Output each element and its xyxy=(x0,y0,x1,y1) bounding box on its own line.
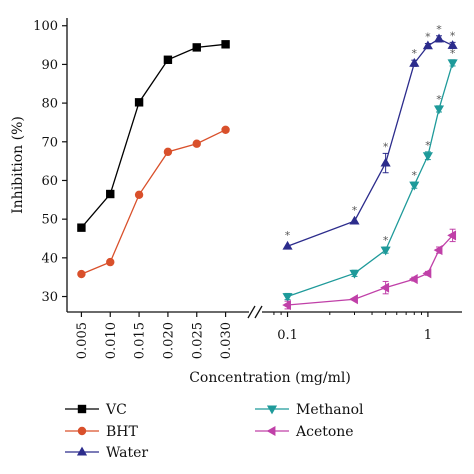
data-point-acetone xyxy=(282,299,291,311)
legend-label: Water xyxy=(106,445,148,461)
legend-label: BHT xyxy=(106,424,138,440)
data-point-bht xyxy=(77,269,86,279)
y-tick-label: 80 xyxy=(41,97,58,112)
x-tick-label: 0.1 xyxy=(277,328,298,343)
legend-label: Acetone xyxy=(295,424,354,440)
legend-marker xyxy=(266,425,276,437)
x-tick-label: 0.030 xyxy=(219,322,234,359)
data-point-vc xyxy=(106,189,115,199)
series-bht xyxy=(77,125,230,279)
significance-marker: * xyxy=(352,204,358,217)
x-tick-label: 0.010 xyxy=(104,322,119,359)
y-tick-label: 90 xyxy=(41,58,58,73)
legend-item-methanol: Methanol xyxy=(255,402,364,418)
legend-item-water: Water xyxy=(65,445,148,461)
legend-label: Methanol xyxy=(296,402,364,418)
series-water: * * * * * * * xyxy=(282,23,458,250)
y-tick-label: 40 xyxy=(41,251,58,266)
data-point-acetone xyxy=(380,282,390,293)
significance-marker: * xyxy=(450,29,456,42)
data-point-methanol xyxy=(422,152,433,162)
legend-item-vc: VC xyxy=(65,402,127,418)
axis-break-mark xyxy=(254,305,263,319)
legend: VC BHT Water Methanol Acetone xyxy=(65,402,364,461)
significance-marker: * xyxy=(425,31,431,44)
significance-marker: * xyxy=(436,23,442,36)
data-point-methanol xyxy=(282,293,293,302)
data-point-vc xyxy=(77,223,86,232)
data-point-water xyxy=(349,215,360,225)
legend-marker xyxy=(76,446,88,456)
legend-item-acetone: Acetone xyxy=(255,424,354,440)
data-point-methanol xyxy=(447,59,458,69)
series-line-acetone xyxy=(287,234,454,306)
y-tick-label: 50 xyxy=(41,213,58,228)
significance-marker: * xyxy=(383,234,389,247)
y-tick-label: 30 xyxy=(41,290,58,305)
axis-break-mark xyxy=(247,305,256,319)
x-tick-label: 0.025 xyxy=(190,322,205,359)
data-point-acetone xyxy=(422,268,432,279)
x-tick-label: 0.015 xyxy=(133,322,148,359)
data-point-acetone xyxy=(408,274,418,285)
data-point-bht xyxy=(134,190,144,199)
significance-marker: * xyxy=(450,47,456,60)
data-point-bht xyxy=(221,125,230,134)
series-line-bht xyxy=(81,129,226,275)
legend-marker xyxy=(266,405,278,415)
legend-marker xyxy=(77,426,87,436)
legend-marker xyxy=(77,404,87,414)
data-point-water xyxy=(447,40,458,49)
data-point-water xyxy=(282,240,293,250)
data-point-vc xyxy=(134,98,144,107)
data-point-acetone xyxy=(433,245,443,256)
y-tick-label: 70 xyxy=(41,135,58,150)
significance-marker: * xyxy=(412,47,418,60)
series-vc xyxy=(77,40,230,232)
data-point-water xyxy=(433,33,445,43)
data-point-bht xyxy=(163,147,173,157)
y-axis-title: Inhibition (%) xyxy=(10,116,26,214)
data-point-bht xyxy=(106,257,115,267)
data-point-acetone xyxy=(349,294,358,305)
series-acetone xyxy=(282,228,457,311)
data-point-water xyxy=(409,57,420,67)
y-tick-label: 60 xyxy=(41,174,58,189)
series-line-vc xyxy=(80,43,226,229)
x-tick-label: 0.020 xyxy=(161,322,176,359)
significance-marker: * xyxy=(425,139,431,152)
significance-marker: * xyxy=(285,229,291,242)
significance-marker: * xyxy=(412,169,418,182)
series-line-methanol xyxy=(287,62,454,298)
data-point-water xyxy=(380,157,391,167)
data-point-acetone xyxy=(447,230,457,241)
significance-marker: * xyxy=(383,140,389,153)
plot-area: 30 40 50 60 70 80 90 100 0.005 0.010 0.015 0.020 0.0… xyxy=(33,18,462,359)
legend-item-bht: BHT xyxy=(65,424,138,440)
data-point-vc xyxy=(221,40,230,49)
x-axis-title: Concentration (mg/ml) xyxy=(189,370,351,386)
y-tick-label: 100 xyxy=(33,19,58,34)
data-point-methanol xyxy=(433,105,445,115)
data-point-vc xyxy=(163,55,173,64)
data-point-methanol xyxy=(380,246,391,256)
significance-marker: * xyxy=(436,93,442,106)
x-tick-label: 0.005 xyxy=(75,322,90,359)
data-point-methanol xyxy=(349,269,360,279)
data-point-methanol xyxy=(409,181,420,191)
series-methanol: * * * * * xyxy=(282,47,458,302)
data-point-bht xyxy=(192,139,201,148)
data-point-water xyxy=(422,40,433,50)
legend-label: VC xyxy=(105,402,127,418)
x-tick-label: 1 xyxy=(424,328,432,343)
data-point-vc xyxy=(192,43,201,52)
